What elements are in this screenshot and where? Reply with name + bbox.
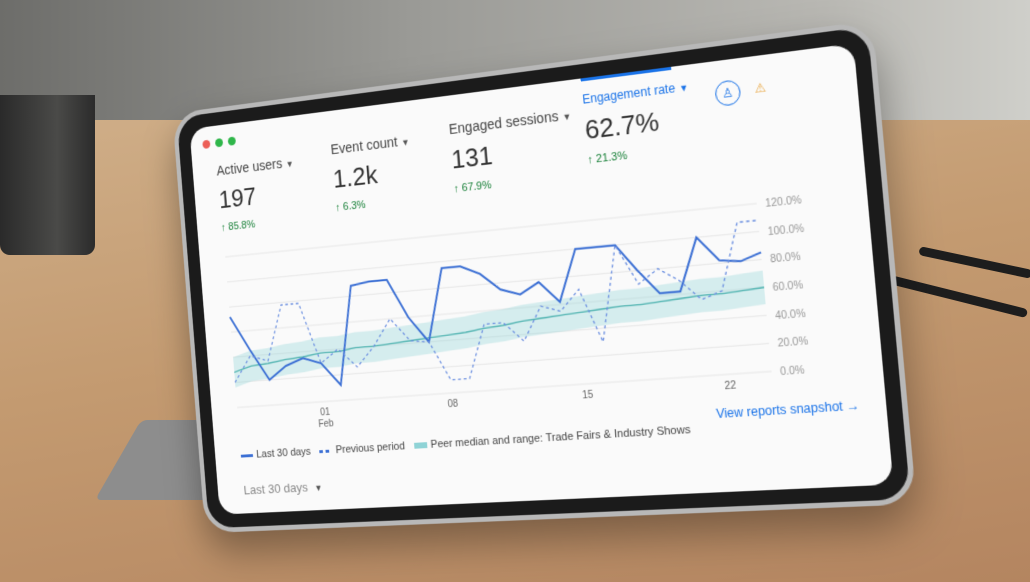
x-tick-label: 08	[447, 398, 458, 410]
tablet: Active users ▼ 197 ↑ 85.8% Event count ▼ 1…	[172, 20, 917, 534]
metric-change: 6.3%	[342, 198, 367, 214]
x-tick-label: 01	[320, 407, 331, 419]
metric-change: 67.9%	[461, 179, 492, 195]
caret-down-icon: ▼	[562, 111, 572, 123]
mug	[0, 95, 95, 255]
caret-down-icon: ▼	[678, 82, 689, 94]
metric-label: Active users	[216, 155, 283, 179]
gridline	[227, 231, 759, 282]
insights-icon[interactable]: ♙	[714, 79, 742, 108]
metric-label: Engagement rate	[581, 80, 676, 107]
arrow-right-icon: →	[845, 397, 861, 414]
warning-icon[interactable]: ⚠	[754, 80, 767, 97]
x-tick-label: Feb	[318, 418, 334, 430]
metric-value: 197	[217, 181, 258, 214]
caret-down-icon: ▼	[314, 482, 323, 493]
metric-engagement-rate[interactable]: Engagement rate ▼ 62.7% ↑ 21.3%	[582, 79, 695, 166]
engagement-rate-chart: 120.0% 100.0% 80.0% 60.0% 40.0% 20.0% 0.0% 01Fe…	[216, 194, 809, 430]
metric-value: 62.7%	[583, 105, 661, 146]
y-tick-label: 0.0%	[780, 364, 806, 378]
metric-event-count[interactable]: Event count ▼ 1.2k ↑ 6.3%	[330, 132, 415, 214]
y-tick-label: 100.0%	[767, 222, 805, 238]
legend-last-30-days: Last 30 days	[240, 446, 311, 461]
metric-label: Event count	[330, 133, 399, 158]
metric-label: Engaged sessions	[448, 107, 560, 138]
metric-change: 21.3%	[595, 149, 628, 166]
y-tick-label: 120.0%	[765, 194, 803, 210]
y-tick-label: 40.0%	[775, 308, 807, 323]
metric-value: 1.2k	[331, 159, 379, 194]
close-button[interactable]	[202, 139, 211, 149]
legend-peer-range: Peer median and range: Trade Fairs & Ind…	[413, 424, 691, 452]
window-controls	[202, 136, 237, 149]
maximize-button[interactable]	[227, 136, 237, 146]
dashboard-screen: Active users ▼ 197 ↑ 85.8% Event count ▼ 1…	[189, 43, 894, 515]
metric-change: 85.8%	[227, 218, 256, 233]
legend-previous-period: Previous period	[319, 440, 405, 457]
minimize-button[interactable]	[214, 138, 224, 148]
active-tab-indicator	[580, 66, 672, 82]
caret-down-icon: ▼	[285, 158, 295, 170]
metric-value: 131	[450, 140, 494, 175]
caret-down-icon: ▼	[400, 137, 410, 148]
metric-engaged-sessions[interactable]: Engaged sessions ▼ 131 ↑ 67.9%	[448, 106, 577, 195]
x-tick-label: 15	[582, 389, 594, 402]
y-tick-label: 80.0%	[770, 251, 802, 266]
metric-active-users[interactable]: Active users ▼ 197 ↑ 85.8%	[216, 154, 299, 233]
date-range-selector[interactable]: Last 30 days ▼	[243, 479, 323, 498]
gridline	[225, 204, 757, 257]
y-tick-label: 20.0%	[777, 336, 809, 351]
x-tick-label: 22	[724, 380, 737, 393]
y-tick-label: 60.0%	[772, 279, 804, 294]
